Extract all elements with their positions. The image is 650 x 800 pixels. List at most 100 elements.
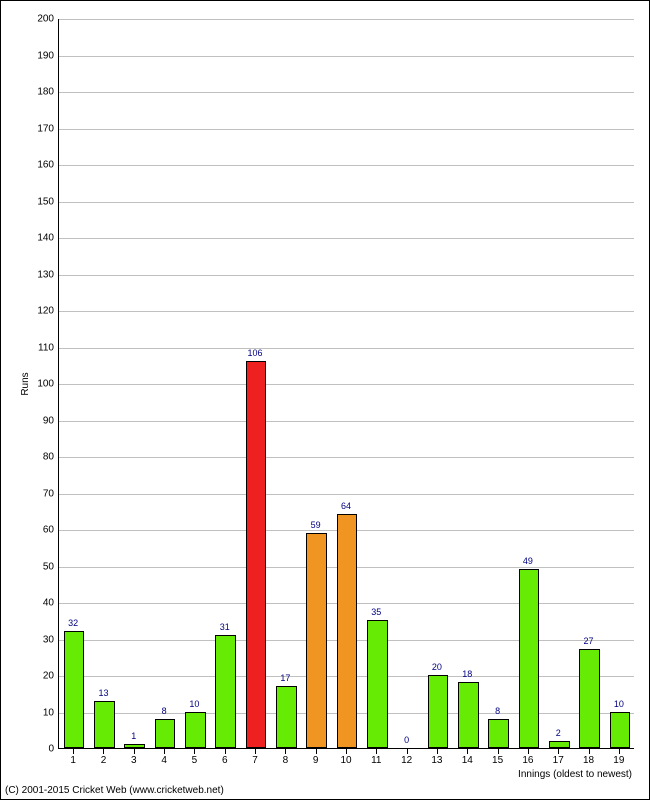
xtick-label: 7	[252, 755, 258, 766]
bar	[185, 712, 206, 749]
ytick-label: 80	[28, 452, 54, 463]
xtick-label: 6	[222, 755, 228, 766]
gridline	[59, 238, 634, 239]
xtick-mark	[316, 749, 317, 754]
bar-value-label: 27	[584, 636, 594, 646]
xtick-label: 12	[401, 755, 412, 766]
ytick-label: 120	[28, 306, 54, 317]
ytick-label: 30	[28, 634, 54, 645]
bar-value-label: 13	[98, 688, 108, 698]
xtick-label: 17	[553, 755, 564, 766]
xtick-mark	[346, 749, 347, 754]
bar	[306, 533, 327, 748]
bar-value-label: 106	[248, 348, 263, 358]
xtick-mark	[255, 749, 256, 754]
bar-value-label: 32	[68, 618, 78, 628]
xtick-label: 14	[462, 755, 473, 766]
xtick-mark	[528, 749, 529, 754]
ytick-label: 160	[28, 160, 54, 171]
ytick-label: 130	[28, 269, 54, 280]
gridline	[59, 457, 634, 458]
ytick-label: 60	[28, 525, 54, 536]
ytick-label: 110	[28, 342, 54, 353]
ytick-label: 140	[28, 233, 54, 244]
bar	[215, 635, 236, 748]
ytick-label: 190	[28, 50, 54, 61]
bar-value-label: 0	[404, 735, 409, 745]
gridline	[59, 92, 634, 93]
xtick-mark	[103, 749, 104, 754]
bar-value-label: 8	[495, 706, 500, 716]
ytick-label: 170	[28, 123, 54, 134]
bar-value-label: 10	[189, 699, 199, 709]
ytick-label: 150	[28, 196, 54, 207]
xtick-label: 10	[340, 755, 351, 766]
gridline	[59, 494, 634, 495]
bar-value-label: 49	[523, 556, 533, 566]
xtick-label: 1	[70, 755, 76, 766]
bar	[246, 361, 267, 748]
ytick-label: 50	[28, 561, 54, 572]
xtick-mark	[407, 749, 408, 754]
xtick-mark	[558, 749, 559, 754]
bar	[64, 631, 85, 748]
bar	[276, 686, 297, 748]
xtick-label: 16	[522, 755, 533, 766]
xtick-label: 19	[613, 755, 624, 766]
bar-value-label: 64	[341, 501, 351, 511]
bar-value-label: 18	[462, 669, 472, 679]
bar	[337, 514, 358, 748]
bar	[94, 701, 115, 748]
xtick-label: 11	[371, 755, 381, 766]
xtick-mark	[194, 749, 195, 754]
xtick-label: 18	[583, 755, 594, 766]
bar-value-label: 2	[556, 728, 561, 738]
xtick-mark	[498, 749, 499, 754]
xtick-label: 4	[161, 755, 167, 766]
xtick-label: 9	[313, 755, 319, 766]
ytick-label: 10	[28, 707, 54, 718]
xtick-label: 2	[101, 755, 107, 766]
ytick-label: 90	[28, 415, 54, 426]
bar	[367, 620, 388, 748]
xtick-mark	[437, 749, 438, 754]
ytick-label: 0	[28, 744, 54, 755]
y-axis-label: Runs	[20, 372, 31, 395]
bar-value-label: 1	[131, 731, 136, 741]
gridline	[59, 384, 634, 385]
gridline	[59, 56, 634, 57]
xtick-mark	[164, 749, 165, 754]
ytick-label: 20	[28, 671, 54, 682]
bar	[155, 719, 176, 748]
bar	[458, 682, 479, 748]
bar	[428, 675, 449, 748]
xtick-label: 5	[192, 755, 198, 766]
gridline	[59, 165, 634, 166]
ytick-label: 70	[28, 488, 54, 499]
xtick-label: 3	[131, 755, 137, 766]
ytick-label: 180	[28, 87, 54, 98]
xtick-label: 8	[283, 755, 289, 766]
xtick-mark	[134, 749, 135, 754]
bar	[610, 712, 631, 749]
gridline	[59, 311, 634, 312]
gridline	[59, 421, 634, 422]
gridline	[59, 19, 634, 20]
x-axis-label: Innings (oldest to newest)	[518, 769, 632, 780]
gridline	[59, 202, 634, 203]
bar-value-label: 20	[432, 662, 442, 672]
xtick-mark	[467, 749, 468, 754]
bar-value-label: 10	[614, 699, 624, 709]
ytick-label: 40	[28, 598, 54, 609]
xtick-mark	[73, 749, 74, 754]
bar-value-label: 59	[311, 520, 321, 530]
ytick-label: 100	[28, 379, 54, 390]
bar	[488, 719, 509, 748]
gridline	[59, 348, 634, 349]
gridline	[59, 275, 634, 276]
xtick-mark	[225, 749, 226, 754]
xtick-label: 13	[431, 755, 442, 766]
footer-copyright: (C) 2001-2015 Cricket Web (www.cricketwe…	[5, 785, 224, 796]
bar-value-label: 17	[280, 673, 290, 683]
gridline	[59, 129, 634, 130]
